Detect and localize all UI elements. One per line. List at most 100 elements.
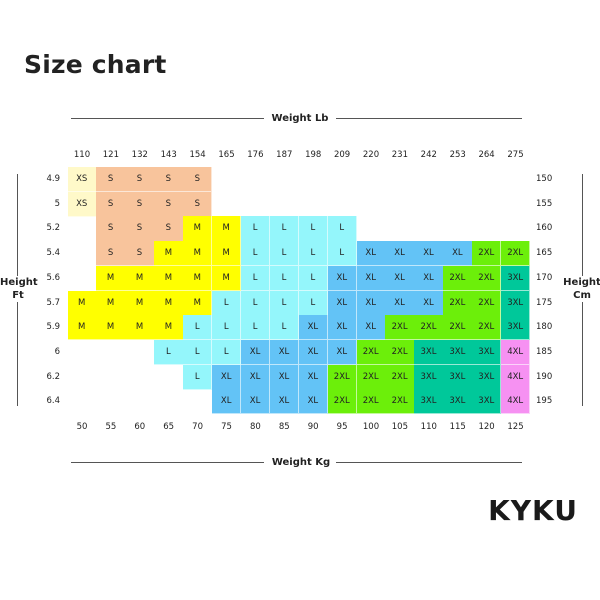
size-cell-l: L	[240, 216, 271, 242]
size-cell-s: S	[125, 216, 155, 242]
size-cell-2xl: 2XL	[327, 389, 357, 415]
size-cell-s: S	[96, 241, 126, 267]
size-cell-3xl: 3XL	[443, 389, 473, 415]
tick-lb: 253	[449, 150, 466, 160]
size-cell-m: M	[96, 315, 126, 341]
size-cell-m: M	[154, 315, 184, 341]
size-cell-3xl: 3XL	[501, 290, 531, 316]
size-cell-xl: XL	[298, 315, 329, 341]
tick-lb: 275	[507, 150, 524, 160]
tick-cm: 185	[536, 346, 553, 357]
size-cell-4xl: 4XL	[501, 339, 531, 366]
size-cell-2xl: 2XL	[443, 265, 473, 291]
size-cell-l: L	[327, 241, 357, 267]
tick-ft: 5.9	[46, 322, 60, 333]
size-cell-2xl: 2XL	[385, 389, 415, 415]
size-cell-s: S	[183, 167, 213, 193]
tick-ft: 5.2	[46, 223, 60, 234]
tick-lb: 143	[160, 150, 177, 160]
size-cell-2xl: 2XL	[356, 364, 386, 390]
tick-cm: 150	[536, 174, 553, 184]
tick-kg: 75	[221, 422, 232, 432]
tick-ft: 6.4	[46, 396, 60, 407]
size-cell-m: M	[183, 290, 213, 316]
size-cell-xs: XS	[67, 167, 97, 193]
size-cell-2xl: 2XL	[385, 339, 415, 366]
size-cell-m: M	[154, 241, 184, 267]
size-cell-xl: XL	[298, 389, 329, 415]
weight-kg-rule-left	[71, 462, 264, 463]
size-cell-s: S	[96, 191, 126, 217]
tick-kg: 105	[391, 422, 408, 432]
tick-kg: 70	[192, 422, 203, 432]
size-cell-xs: XS	[67, 191, 97, 217]
size-cell-m: M	[154, 290, 184, 316]
size-cell-3xl: 3XL	[414, 339, 444, 366]
size-cell-m: M	[212, 216, 242, 242]
size-cell-l: L	[269, 315, 300, 341]
size-cell-2xl: 2XL	[472, 265, 502, 291]
size-cell-s: S	[96, 167, 126, 193]
size-cell-2xl: 2XL	[327, 364, 357, 390]
weight-kg-label: Weight Kg	[266, 456, 336, 469]
size-cell-s: S	[125, 241, 155, 267]
size-cell-xl: XL	[356, 241, 386, 267]
tick-lb: 176	[247, 150, 264, 160]
size-cell-m: M	[67, 315, 97, 341]
tick-ft: 5.6	[46, 272, 60, 283]
tick-ft: 5.4	[46, 248, 60, 259]
size-cell-xl: XL	[327, 315, 357, 341]
size-cell-xl: XL	[240, 364, 271, 390]
tick-lb: 121	[102, 150, 119, 160]
size-cell-l: L	[298, 241, 329, 267]
tick-lb: 154	[189, 150, 206, 160]
tick-kg: 65	[163, 422, 175, 432]
tick-ft: 4.9	[46, 174, 60, 184]
size-cell-2xl: 2XL	[356, 339, 386, 366]
tick-lb: 198	[305, 150, 322, 160]
size-cell-l: L	[298, 216, 329, 242]
tick-ft: 6	[54, 346, 60, 357]
size-cell-l: L	[183, 364, 213, 390]
tick-ft: 5	[54, 198, 60, 209]
size-cell-3xl: 3XL	[501, 315, 531, 341]
size-cell-3xl: 3XL	[443, 339, 473, 366]
size-cell-xl: XL	[269, 364, 300, 390]
size-cell-xl: XL	[356, 265, 386, 291]
size-cell-3xl: 3XL	[472, 364, 502, 390]
size-cell-2xl: 2XL	[414, 315, 444, 341]
size-cell-3xl: 3XL	[414, 389, 444, 415]
size-cell-xl: XL	[356, 290, 386, 316]
tick-kg: 85	[278, 422, 290, 432]
tick-kg: 60	[134, 422, 146, 432]
size-cell-xl: XL	[385, 265, 415, 291]
tick-cm: 165	[536, 248, 553, 259]
brand-logo: KYKU	[488, 494, 578, 527]
size-cell-l: L	[183, 315, 213, 341]
size-cell-xl: XL	[240, 389, 271, 415]
tick-ft: 6.2	[46, 371, 60, 382]
size-cell-xl: XL	[385, 241, 415, 267]
tick-cm: 160	[536, 223, 553, 234]
size-cell-xl: XL	[269, 339, 300, 366]
size-cell-m: M	[96, 290, 126, 316]
tick-lb: 242	[420, 150, 437, 160]
size-cell-m: M	[125, 265, 155, 291]
size-cell-xl: XL	[212, 389, 242, 415]
size-cell-2xl: 2XL	[472, 315, 502, 341]
size-cell-l: L	[212, 315, 242, 341]
size-cell-l: L	[240, 265, 271, 291]
tick-kg: 90	[307, 422, 319, 432]
size-cell-m: M	[183, 216, 213, 242]
size-cell-m: M	[183, 241, 213, 267]
size-cell-m: M	[125, 315, 155, 341]
size-cell-3xl: 3XL	[414, 364, 444, 390]
size-cell-s: S	[125, 191, 155, 217]
size-cell-2xl: 2XL	[385, 364, 415, 390]
size-cell-xl: XL	[298, 339, 329, 366]
size-cell-m: M	[212, 241, 242, 267]
weight-lb-rule-right	[336, 118, 522, 119]
size-cell-l: L	[327, 216, 357, 242]
size-cell-l: L	[298, 265, 329, 291]
tick-lb: 165	[218, 150, 235, 160]
